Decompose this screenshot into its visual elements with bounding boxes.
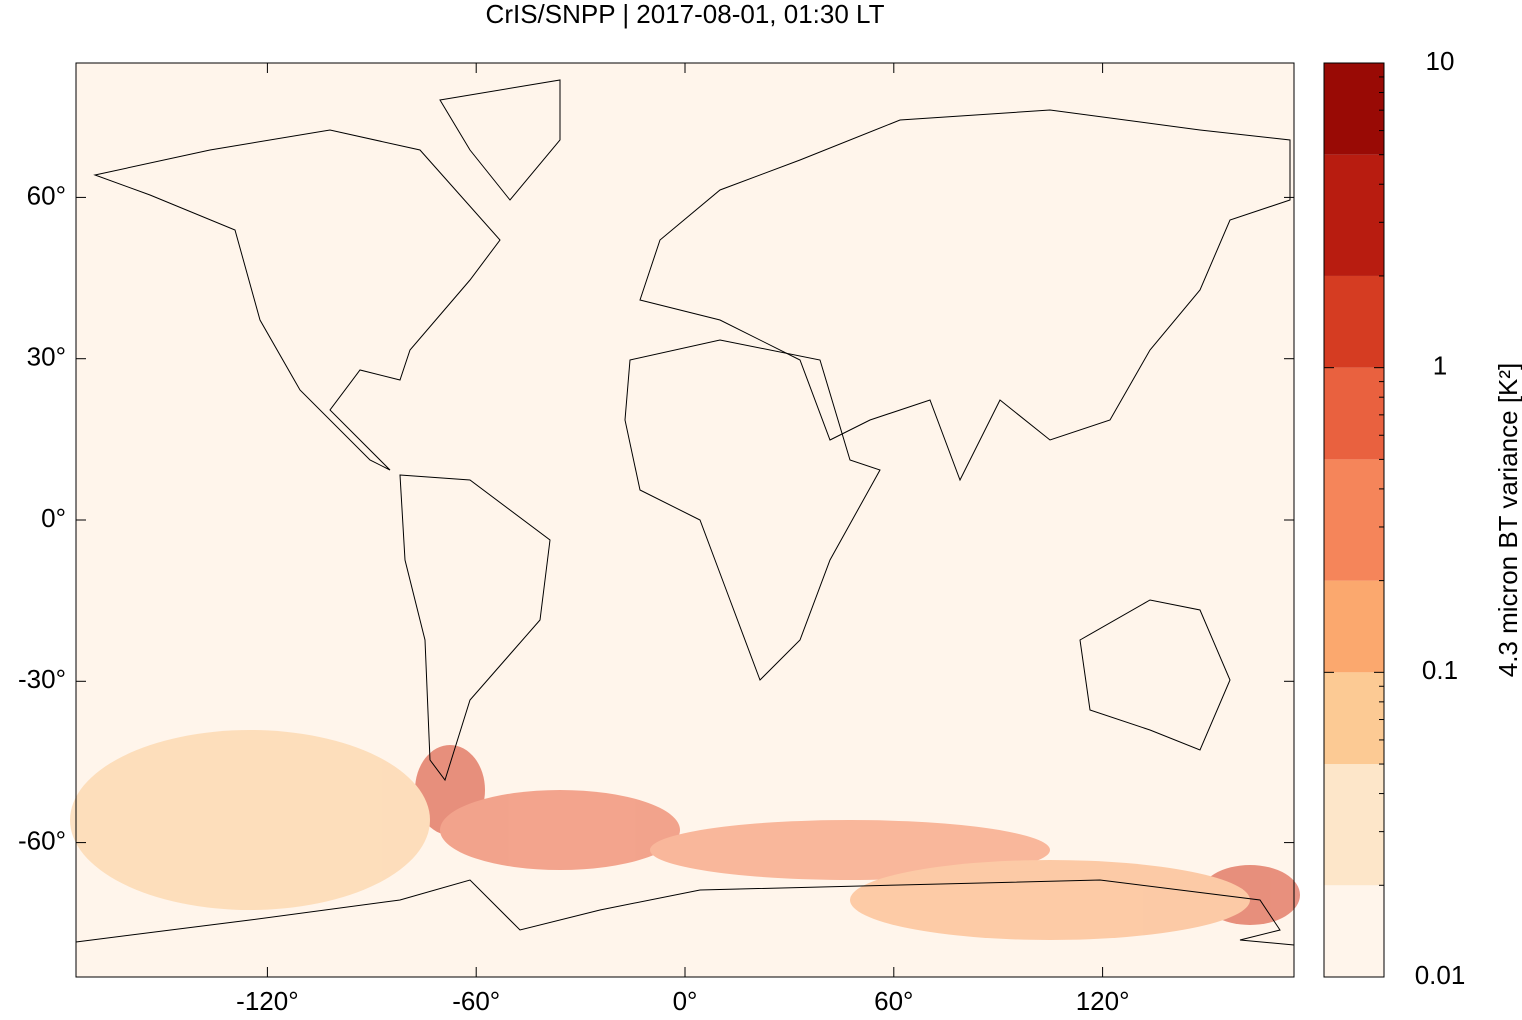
y-tick-label: -60°: [18, 825, 66, 855]
colorbar-band: [1324, 764, 1384, 886]
colorbar-tick-label: 0.01: [1415, 960, 1466, 990]
coastlines: [75, 79, 1295, 946]
colorbar-frame: [1323, 62, 1385, 978]
x-tick-label: -120°: [236, 986, 298, 1016]
colorbar-band: [1324, 367, 1384, 460]
colorbar-band: [1324, 580, 1384, 673]
colorbar-band: [1324, 275, 1384, 368]
colorbar-band: [1324, 885, 1384, 977]
colorbar-label: 4.3 micron BT variance [K²]: [1493, 363, 1522, 678]
colorbar-tick-label: 1: [1433, 351, 1447, 381]
colorbar-band: [1324, 63, 1384, 155]
colorbar-band: [1324, 672, 1384, 765]
y-tick-label: 60°: [27, 180, 66, 210]
chart-title: CrIS/SNPP | 2017-08-01, 01:30 LT: [486, 0, 885, 29]
heat-patches: [70, 730, 1300, 940]
x-tick-label: 60°: [874, 986, 913, 1016]
colorbar-band: [1324, 154, 1384, 276]
x-tick-label: 120°: [1076, 986, 1130, 1016]
y-tick-label: 30°: [27, 342, 66, 372]
colorbar-tick-label: 10: [1426, 46, 1455, 76]
x-tick-label: 0°: [673, 986, 698, 1016]
x-tick-label: -60°: [452, 986, 500, 1016]
colorbar-band: [1324, 459, 1384, 581]
colorbar-tick-label: 0.1: [1422, 655, 1458, 685]
y-tick-label: 0°: [41, 503, 66, 533]
y-tick-label: -30°: [18, 664, 66, 694]
